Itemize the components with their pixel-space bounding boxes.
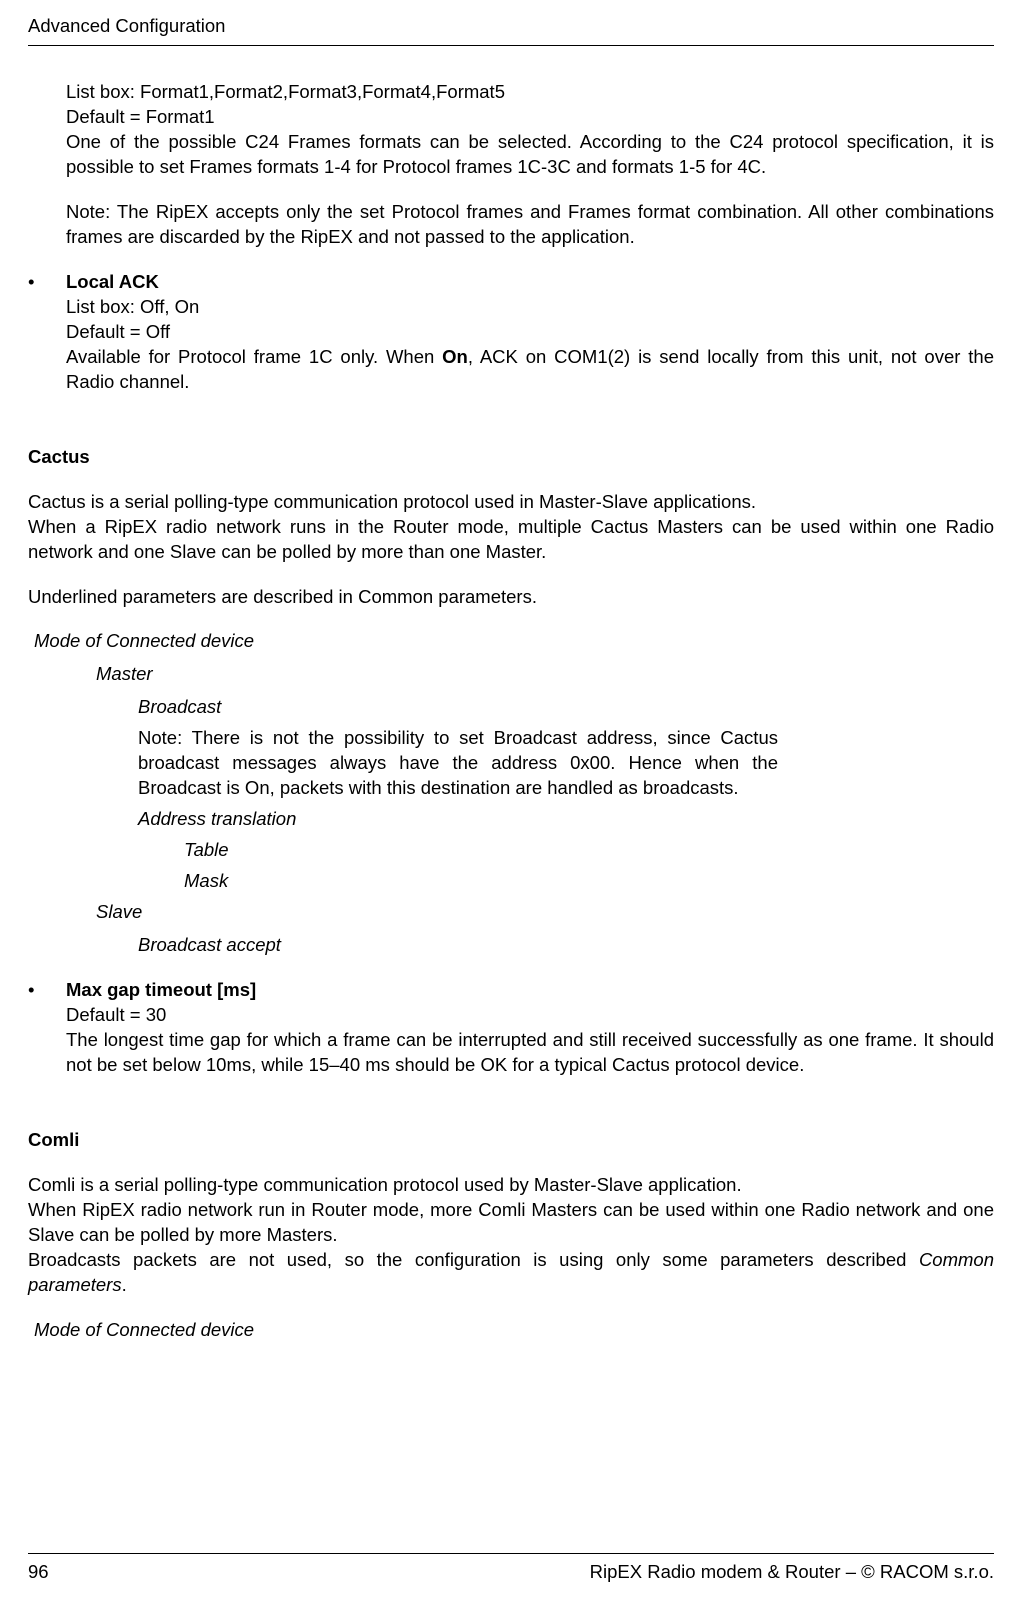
- comli-p3-c: .: [122, 1274, 127, 1295]
- page-header: Advanced Configuration: [28, 14, 994, 46]
- local-ack-on-word: On: [442, 346, 468, 367]
- comli-p2: When RipEX radio network run in Router m…: [28, 1198, 994, 1248]
- broadcast-note: Note: There is not the possibility to se…: [138, 726, 778, 801]
- comli-p3-a: Broadcasts packets are not used, so the …: [28, 1249, 919, 1270]
- max-gap-description: The longest time gap for which a frame c…: [66, 1028, 994, 1078]
- bullet-mark: •: [28, 978, 66, 1098]
- master-label: Master: [96, 662, 994, 687]
- comli-heading: Comli: [28, 1128, 994, 1153]
- local-ack-title: Local ACK: [66, 270, 994, 295]
- format-listbox-line: List box: Format1,Format2,Format3,Format…: [66, 80, 994, 105]
- address-translation-label: Address translation: [138, 807, 994, 832]
- cactus-p1: Cactus is a serial polling-type communic…: [28, 490, 994, 515]
- cactus-p2: When a RipEX radio network runs in the R…: [28, 515, 994, 565]
- bullet-mark: •: [28, 270, 66, 415]
- local-ack-description: Available for Protocol frame 1C only. Wh…: [66, 345, 994, 395]
- local-ack-default: Default = Off: [66, 320, 994, 345]
- cactus-heading: Cactus: [28, 445, 994, 470]
- local-ack-listbox: List box: Off, On: [66, 295, 994, 320]
- mode-connected-device-2: Mode of Connected device: [34, 1318, 994, 1343]
- format-note: Note: The RipEX accepts only the set Pro…: [66, 200, 994, 250]
- page-footer: 96 RipEX Radio modem & Router – © RACOM …: [28, 1553, 994, 1585]
- comli-p1: Comli is a serial polling-type communica…: [28, 1173, 994, 1198]
- broadcast-accept-label: Broadcast accept: [138, 933, 994, 958]
- table-label: Table: [184, 838, 994, 863]
- format-description: One of the possible C24 Frames formats c…: [66, 130, 994, 180]
- slave-label: Slave: [96, 900, 994, 925]
- mask-label: Mask: [184, 869, 994, 894]
- comli-p3: Broadcasts packets are not used, so the …: [28, 1248, 994, 1298]
- mode-connected-device: Mode of Connected device: [34, 629, 994, 654]
- page-number: 96: [28, 1560, 49, 1585]
- broadcast-label: Broadcast: [138, 695, 994, 720]
- max-gap-default: Default = 30: [66, 1003, 994, 1028]
- max-gap-title: Max gap timeout [ms]: [66, 978, 994, 1003]
- format-default-line: Default = Format1: [66, 105, 994, 130]
- local-ack-text-a: Available for Protocol frame 1C only. Wh…: [66, 346, 442, 367]
- cactus-p3: Underlined parameters are described in C…: [28, 585, 994, 610]
- footer-right-text: RipEX Radio modem & Router – © RACOM s.r…: [590, 1560, 994, 1585]
